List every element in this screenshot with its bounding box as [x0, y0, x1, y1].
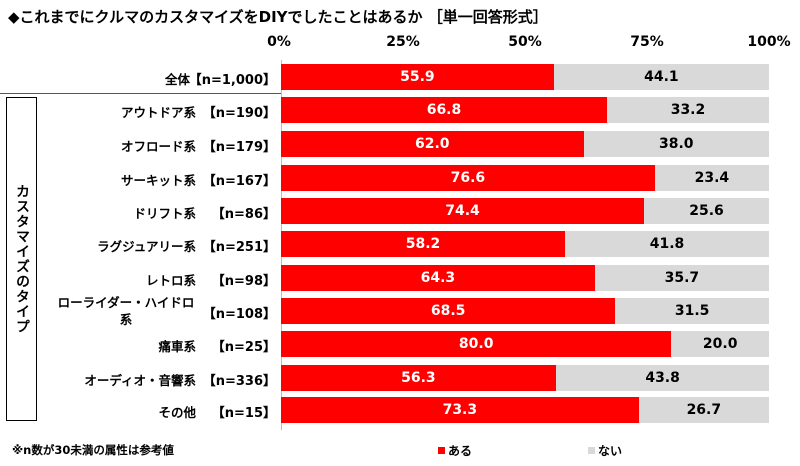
data-label: 43.8	[645, 370, 680, 386]
legend-label: ない	[598, 444, 623, 458]
n-label: 【n=108】	[202, 307, 276, 322]
category-label: ローライダー・ハイドロ系	[57, 295, 195, 327]
bar-aru: 80.0	[281, 331, 672, 357]
legend-label: ある	[448, 444, 473, 458]
x-tick-label: 75%	[630, 34, 664, 50]
bar-nai: 20.0	[671, 331, 769, 357]
category-label: その他	[158, 405, 196, 420]
data-label: 20.0	[702, 336, 738, 352]
data-label: 31.5	[674, 303, 710, 319]
category-label: アウトドア系	[120, 105, 196, 120]
group-label: カスタマイズのタイプ	[6, 97, 37, 421]
category-label: サーキット系	[120, 173, 196, 188]
bar-aru: 66.8	[281, 97, 607, 123]
bar-aru: 73.3	[281, 397, 639, 423]
x-tick-label: 0%	[267, 34, 291, 50]
category-label: 全体	[164, 72, 190, 87]
bar-nai: 35.7	[594, 265, 769, 291]
bar-nai: 43.8	[555, 365, 770, 391]
data-label: 66.8	[426, 102, 462, 118]
n-label: 【n=15】	[211, 406, 276, 421]
data-label: 62.0	[415, 136, 450, 152]
n-label: 【n=25】	[211, 340, 276, 355]
bar-aru: 64.3	[281, 265, 595, 291]
category-label: 痛車系	[158, 339, 196, 354]
data-label: 55.9	[400, 69, 435, 85]
data-label: 80.0	[458, 336, 494, 352]
data-label: 76.6	[450, 170, 486, 186]
bar-aru: 56.3	[281, 365, 556, 391]
bar-nai: 31.5	[615, 298, 769, 324]
n-label: 【n=167】	[202, 174, 276, 189]
n-label: 【n=179】	[202, 140, 276, 155]
data-label: 64.3	[420, 270, 456, 286]
bar-aru: 55.9	[281, 64, 554, 90]
legend-swatch	[438, 447, 445, 454]
bar-aru: 62.0	[281, 131, 584, 157]
n-label: 【n=251】	[202, 240, 276, 255]
data-label: 41.8	[649, 236, 685, 252]
data-label: 35.7	[664, 270, 700, 286]
data-label: 33.2	[670, 102, 706, 118]
bar-nai: 33.2	[606, 97, 769, 123]
x-tick-label: 100%	[747, 34, 791, 50]
category-label: ドリフト系	[133, 206, 196, 221]
category-label: ラグジュアリー系	[97, 239, 196, 254]
bar-nai: 38.0	[583, 131, 769, 157]
category-label: レトロ系	[145, 273, 196, 288]
n-label: 【n=1,000】	[188, 73, 276, 88]
x-tick-label: 25%	[386, 34, 420, 50]
bar-aru: 74.4	[281, 198, 645, 224]
bar-nai: 25.6	[644, 198, 769, 224]
data-label: 58.2	[405, 236, 441, 252]
bar-nai: 23.4	[654, 165, 769, 191]
data-label: 56.3	[401, 370, 436, 386]
bar-nai: 44.1	[553, 64, 769, 90]
data-label: 74.4	[445, 203, 480, 219]
data-label: 68.5	[430, 303, 466, 319]
category-label: オフロード系	[120, 139, 196, 154]
data-label: 73.3	[442, 402, 478, 418]
data-label: 38.0	[658, 136, 694, 152]
data-label: 25.6	[689, 203, 724, 219]
n-label: 【n=190】	[202, 106, 276, 121]
data-label: 44.1	[644, 69, 679, 85]
legend-item-aru: ある	[438, 442, 472, 459]
bar-nai: 41.8	[565, 231, 769, 257]
x-tick-label: 50%	[508, 34, 542, 50]
footnote: ※n数が30未満の属性は参考値	[12, 443, 174, 457]
data-label: 26.7	[686, 402, 722, 418]
n-label: 【n=336】	[202, 374, 276, 389]
chart-title: ◆これまでにクルマのカスタマイズをDIYでしたことはあるか ［単一回答形式］	[8, 8, 548, 26]
n-label: 【n=98】	[211, 274, 276, 289]
category-label: オーディオ・音響系	[84, 373, 196, 388]
legend-item-nai: ない	[588, 442, 622, 459]
bar-aru: 58.2	[281, 231, 566, 257]
bar-aru: 76.6	[281, 165, 655, 191]
legend-swatch	[588, 447, 595, 454]
data-label: 23.4	[694, 170, 730, 186]
bar-nai: 26.7	[638, 397, 769, 423]
n-label: 【n=86】	[211, 207, 276, 222]
bar-aru: 68.5	[281, 298, 616, 324]
separator	[0, 93, 281, 94]
